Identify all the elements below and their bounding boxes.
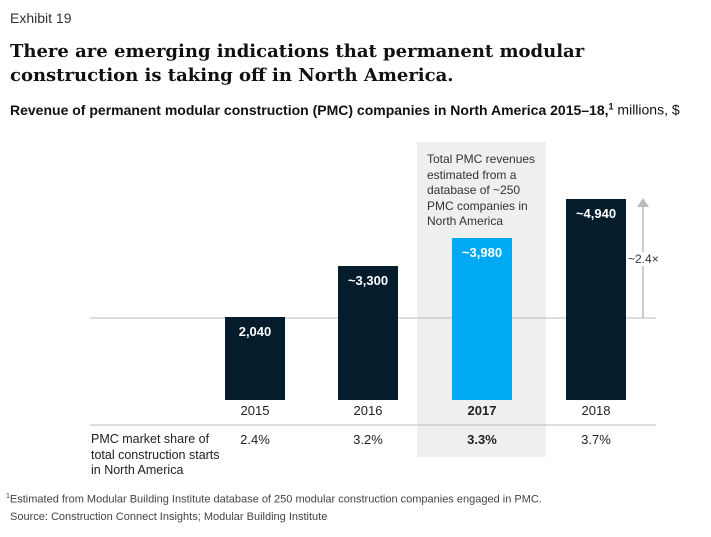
year-label: 2015 bbox=[240, 403, 270, 418]
exhibit-label: Exhibit 19 bbox=[10, 10, 72, 26]
share-value: 3.2% bbox=[353, 432, 383, 447]
bar-value-label: ~4,940 bbox=[575, 206, 617, 221]
year-label: 2017 bbox=[467, 403, 497, 418]
share-row-label: PMC market share of total construction s… bbox=[91, 432, 220, 477]
year-label: 2018 bbox=[581, 403, 611, 418]
footnote-text: Estimated from Modular Building Institut… bbox=[9, 493, 542, 506]
share-value: 3.7% bbox=[581, 432, 611, 447]
chart-subtitle: Revenue of permanent modular constructio… bbox=[10, 101, 680, 118]
growth-multiplier: ~2.4× bbox=[628, 252, 659, 266]
bar-value-label: ~3,300 bbox=[347, 272, 389, 288]
bar-value-label: 2,040 bbox=[238, 323, 272, 339]
bar-2017 bbox=[452, 238, 512, 400]
bar-2015 bbox=[225, 316, 285, 400]
bar-2016 bbox=[338, 265, 398, 400]
bar-2018 bbox=[566, 199, 626, 400]
share-value: 2.4% bbox=[240, 432, 270, 447]
source: Source: Construction Connect Insights; M… bbox=[10, 511, 328, 523]
bar-value-label: ~3,980 bbox=[461, 245, 503, 261]
arrow-head-icon bbox=[637, 198, 649, 207]
chart-title: There are emerging indications that perm… bbox=[10, 41, 585, 86]
share-value: 3.3% bbox=[467, 432, 497, 447]
footnote: 1Estimated from Modular Building Institu… bbox=[6, 493, 542, 506]
subtitle-units: millions, $ bbox=[613, 101, 680, 118]
subtitle-footnote-mark: 1 bbox=[608, 101, 614, 111]
footnote-mark: 1 bbox=[6, 493, 10, 500]
subtitle-text: Revenue of permanent modular constructio… bbox=[10, 101, 609, 118]
highlight-note: Total PMC revenues estimated from a data… bbox=[427, 152, 536, 228]
year-label: 2016 bbox=[353, 403, 383, 418]
